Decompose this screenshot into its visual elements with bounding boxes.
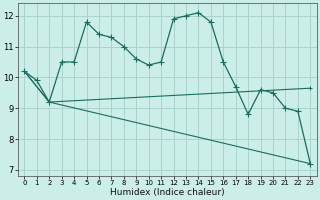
X-axis label: Humidex (Indice chaleur): Humidex (Indice chaleur) [110, 188, 225, 197]
